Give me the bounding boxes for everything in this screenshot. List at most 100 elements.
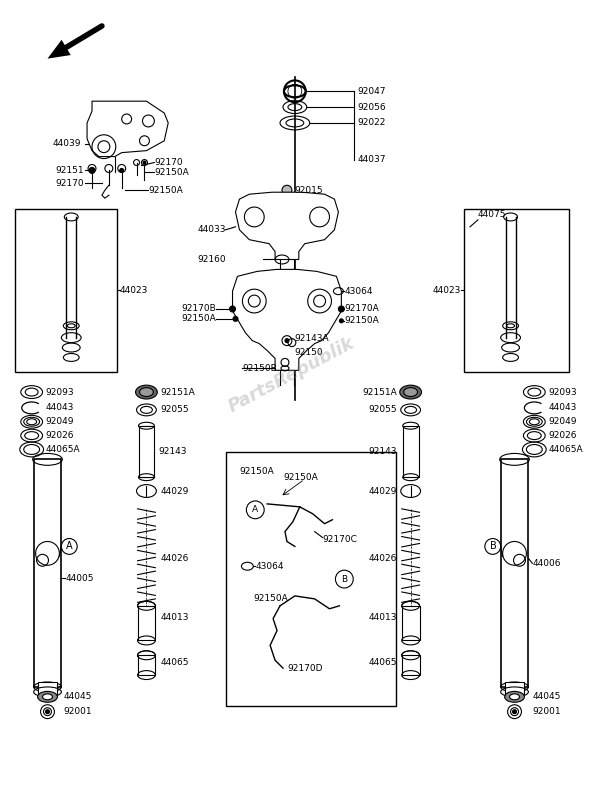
Text: 92143: 92143 [368,447,397,456]
Bar [464,209,569,372]
Text: 44023: 44023 [433,286,461,295]
Text: B: B [342,574,348,583]
Ellipse shape [400,385,422,399]
Text: 92143A: 92143A [295,334,329,343]
Text: 92055: 92055 [160,405,189,415]
Ellipse shape [140,388,153,396]
Text: 92150A: 92150A [148,185,183,195]
Text: 92150: 92150 [295,348,323,357]
Ellipse shape [38,691,57,702]
Text: 92151A: 92151A [160,388,195,396]
Text: 44075: 44075 [478,210,507,220]
Text: 44065: 44065 [368,658,397,666]
Circle shape [512,710,517,714]
Bar [501,459,528,687]
Text: 43064: 43064 [345,287,373,296]
Text: 44043: 44043 [45,403,74,412]
Text: 92049: 92049 [45,417,74,426]
Text: 92049: 92049 [548,417,577,426]
Ellipse shape [135,385,157,399]
Text: 44013: 44013 [160,613,189,622]
Text: 44045: 44045 [64,693,92,702]
Text: 92151: 92151 [55,166,84,175]
Text: 92150B: 92150B [243,364,277,373]
Bar [38,682,57,694]
Polygon shape [236,193,339,260]
Circle shape [89,168,95,173]
Bar [403,426,419,477]
Text: 92170A: 92170A [345,304,379,313]
Text: 44005: 44005 [65,574,94,582]
Bar [505,682,524,694]
Text: 43064: 43064 [255,562,284,570]
Text: 44037: 44037 [357,155,386,164]
Polygon shape [233,269,342,370]
Text: 92170D: 92170D [287,664,322,673]
Circle shape [45,710,49,714]
Text: 92150A: 92150A [154,168,189,177]
Bar [402,655,419,675]
Text: 92160: 92160 [197,255,226,264]
Circle shape [143,161,146,164]
Circle shape [233,316,238,321]
Text: 44026: 44026 [160,554,188,562]
Circle shape [230,306,236,312]
Text: 92022: 92022 [357,118,386,128]
Text: 92093: 92093 [548,388,577,396]
Text: 92001: 92001 [64,707,92,716]
Circle shape [339,319,343,323]
Text: A: A [67,542,73,551]
Text: 92056: 92056 [357,102,386,112]
Text: 44039: 44039 [52,139,81,149]
Text: 92170C: 92170C [323,535,358,544]
Text: 92047: 92047 [357,87,386,96]
Polygon shape [48,40,71,58]
Ellipse shape [505,691,524,702]
Text: 92026: 92026 [548,431,577,440]
Bar [138,655,155,675]
Circle shape [285,339,289,343]
Text: 92093: 92093 [45,388,74,396]
Text: 44029: 44029 [368,487,397,495]
Bar [138,606,155,641]
Circle shape [339,306,345,312]
Circle shape [120,169,124,173]
Text: 92170: 92170 [55,179,84,188]
Bar [15,209,117,372]
Bar [402,606,419,641]
Text: 44065: 44065 [160,658,189,666]
Ellipse shape [509,694,519,700]
Text: 92151A: 92151A [362,388,397,396]
Text: 44013: 44013 [368,613,397,622]
Text: 44065A: 44065A [548,445,583,454]
Text: 44043: 44043 [548,403,577,412]
Text: 92150A: 92150A [240,467,274,475]
Bar [138,426,154,477]
Text: 44006: 44006 [532,559,561,568]
Text: 44029: 44029 [160,487,188,495]
Ellipse shape [403,388,418,396]
Text: 44023: 44023 [120,286,148,295]
Text: 44045: 44045 [532,693,561,702]
Text: A: A [252,505,259,515]
Text: 92143: 92143 [158,447,187,456]
Text: 92150A: 92150A [283,473,317,482]
Text: 92150A: 92150A [181,314,216,324]
Ellipse shape [42,694,52,700]
Text: PartsRepublik: PartsRepublik [226,334,358,416]
Bar [34,459,61,687]
Polygon shape [87,101,168,157]
Text: 92015: 92015 [295,185,323,195]
Text: 92150A: 92150A [253,594,288,603]
Text: B: B [490,542,497,551]
Text: 92055: 92055 [368,405,397,415]
Text: 92150A: 92150A [345,316,379,325]
Text: 92026: 92026 [45,431,74,440]
Text: 44026: 44026 [368,554,397,562]
Text: 92170: 92170 [154,158,183,167]
Text: 92001: 92001 [532,707,561,716]
Circle shape [282,185,292,195]
Bar [226,452,396,706]
Text: 44065A: 44065A [45,445,80,454]
Text: 44033: 44033 [197,225,226,234]
